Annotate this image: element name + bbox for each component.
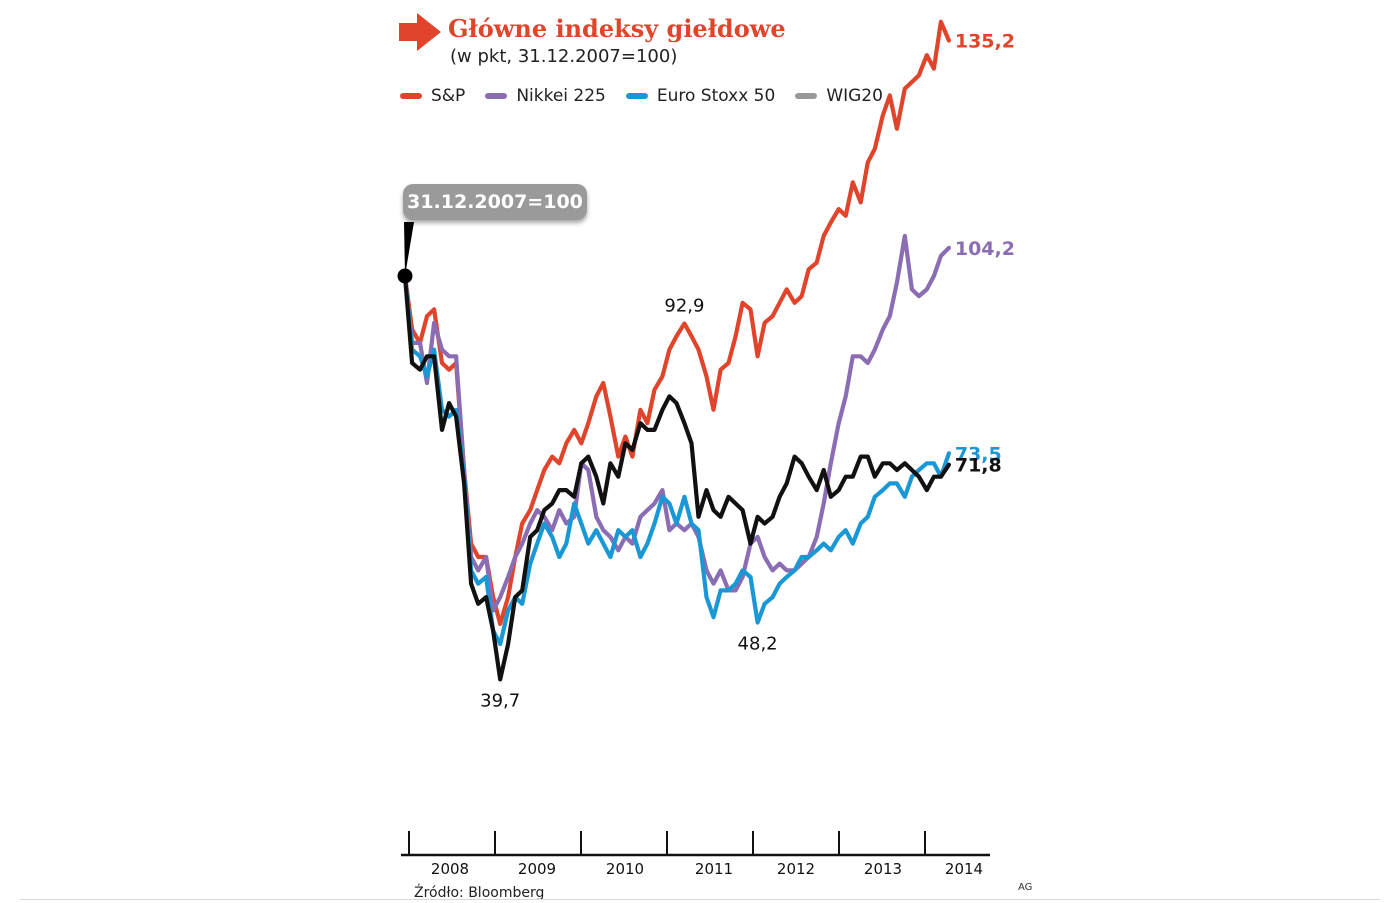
x-tick-label: 2010 bbox=[606, 860, 644, 878]
arrow-icon bbox=[399, 13, 441, 51]
legend-item-eurostoxx: Euro Stoxx 50 bbox=[625, 86, 776, 106]
end-label-s-p: 135,2 bbox=[955, 31, 1015, 53]
baseline-callout: 31.12.2007=100 bbox=[403, 184, 587, 220]
x-tick-label: 2008 bbox=[431, 860, 469, 878]
legend-item-wig20: WIG20 bbox=[795, 86, 883, 106]
source-note: Źródło: Bloomberg bbox=[414, 885, 545, 901]
annotation-label: 92,9 bbox=[664, 295, 704, 316]
legend-item-sp: S&P bbox=[400, 86, 465, 106]
chart-title: Główne indeksy giełdowe bbox=[448, 14, 786, 43]
legend-label-eurostoxx: Euro Stoxx 50 bbox=[656, 86, 776, 106]
legend-label-nikkei: Nikkei 225 bbox=[516, 86, 606, 106]
legend-label-wig20: WIG20 bbox=[826, 86, 883, 106]
x-tick-label: 2014 bbox=[945, 860, 983, 878]
end-label-euro-stoxx-50: 73,5 bbox=[955, 443, 1002, 465]
legend-swatch-eurostoxx bbox=[625, 93, 648, 99]
series-line-s-p bbox=[402, 19, 951, 626]
legend-item-nikkei: Nikkei 225 bbox=[485, 86, 606, 106]
annotation-label: 39,7 bbox=[480, 690, 520, 711]
divider bbox=[20, 899, 1380, 900]
legend-swatch-sp bbox=[400, 93, 422, 99]
legend-label-sp: S&P bbox=[431, 86, 466, 106]
x-tick-label: 2012 bbox=[777, 860, 815, 878]
origin-point bbox=[397, 268, 413, 284]
x-tick-label: 2009 bbox=[518, 860, 556, 878]
legend-swatch-nikkei bbox=[485, 93, 508, 99]
end-label-wig20: 71,8 bbox=[955, 455, 1002, 477]
series-line-nikkei-225 bbox=[402, 233, 951, 613]
chart-subtitle: (w pkt, 31.12.2007=100) bbox=[450, 46, 678, 67]
series-line-wig20 bbox=[402, 273, 951, 682]
baseline-callout-pointer bbox=[404, 222, 414, 276]
x-tick-label: 2011 bbox=[695, 860, 733, 878]
annotation-label: 48,2 bbox=[738, 634, 778, 655]
legend-swatch-wig20 bbox=[795, 93, 818, 99]
chart-legend: S&P Nikkei 225 Euro Stoxx 50 WIG20 bbox=[400, 86, 883, 106]
end-label-nikkei-225: 104,2 bbox=[955, 238, 1015, 260]
x-tick-label: 2013 bbox=[864, 860, 902, 878]
credit-note: AG bbox=[1018, 882, 1033, 893]
